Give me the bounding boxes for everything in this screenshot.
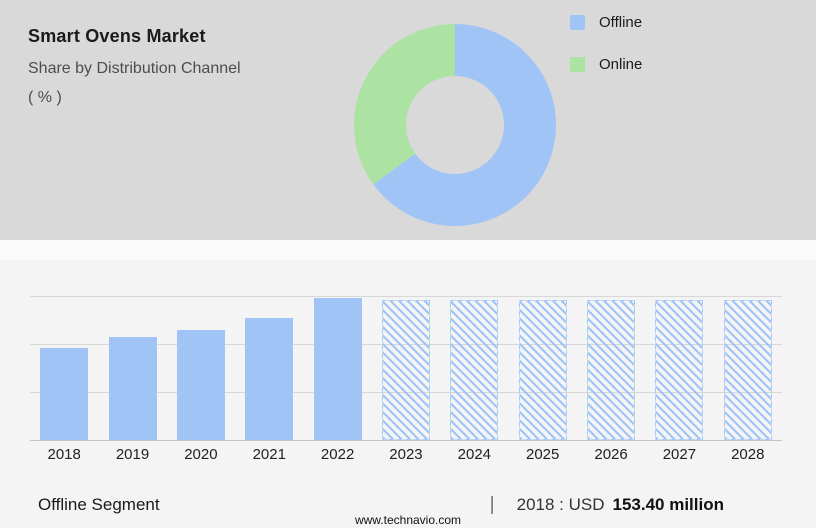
gridline	[30, 296, 782, 297]
x-tick-label-2021: 2021	[252, 446, 286, 463]
x-tick-label-2019: 2019	[115, 446, 150, 463]
bar-2018	[40, 347, 89, 440]
donut-hole	[406, 76, 504, 174]
bar-column-2018	[30, 296, 98, 440]
x-tick-label-2018: 2018	[47, 446, 81, 463]
bar-2023	[381, 300, 430, 440]
bar-column-2028	[714, 296, 782, 440]
bar-column-2026	[577, 296, 645, 440]
bar-column-2027	[645, 296, 713, 440]
x-tick-label-2025: 2025	[526, 446, 560, 463]
x-tick-label-2028: 2028	[731, 446, 765, 463]
bar-2021	[245, 318, 294, 440]
x-axis-labels: 2018 2019 2020 2021 2022 2023 2024 2025 2026 2027…	[30, 446, 782, 463]
bar-2025	[518, 300, 567, 440]
legend-item-online: Online	[570, 56, 642, 73]
bar-column-2025	[509, 296, 577, 440]
donut-chart	[354, 24, 556, 226]
bar-2028	[723, 300, 772, 440]
x-tick-label-2024: 2024	[457, 446, 492, 463]
offline-swatch-icon	[570, 15, 585, 30]
page-title: Smart Ovens Market	[28, 26, 206, 46]
value-annotation: | 2018 : USD 153.40 million	[490, 494, 724, 516]
bar-2022	[313, 297, 362, 440]
bar-2020	[176, 330, 225, 440]
x-tick-label-2020: 2020	[184, 446, 218, 463]
chart-unit-label: ( % )	[28, 89, 62, 106]
legend-item-offline: Offline	[570, 14, 642, 31]
x-tick-label-2027: 2027	[662, 446, 697, 463]
legend: Offline Online	[570, 14, 642, 98]
legend-label-offline: Offline	[599, 14, 643, 31]
bar-2027	[655, 300, 704, 440]
website-url: www.technavio.com	[354, 513, 462, 527]
bar-series	[30, 296, 782, 440]
online-swatch-icon	[570, 57, 585, 72]
bar-column-2023	[372, 296, 440, 440]
annotation-value: 153.40 million	[612, 495, 725, 514]
bar-2024	[450, 300, 499, 440]
bar-2026	[587, 300, 636, 440]
bar-column-2024	[440, 296, 508, 440]
segment-label: Offline Segment	[38, 495, 160, 514]
bar-column-2020	[167, 296, 235, 440]
chart-subtitle: Share by Distribution Channel	[28, 60, 241, 77]
bar-column-2021	[235, 296, 303, 440]
bar-2019	[108, 336, 157, 440]
x-tick-label-2023: 2023	[389, 446, 423, 463]
panel-divider	[0, 240, 816, 260]
x-tick-label-2026: 2026	[594, 446, 628, 463]
footer-annotation-row: Offline Segment | 2018 : USD 153.40 mill…	[38, 494, 724, 516]
legend-label-online: Online	[599, 56, 643, 73]
bar-column-2019	[98, 296, 166, 440]
title-block: Smart Ovens Market Share by Distribution…	[28, 26, 241, 107]
bar-column-2022	[303, 296, 371, 440]
annotation-prefix: 2018 : USD	[516, 495, 605, 514]
header-panel: Smart Ovens Market Share by Distribution…	[0, 0, 816, 240]
x-tick-label-2022: 2022	[320, 446, 355, 463]
separator-bar: |	[489, 494, 495, 515]
x-axis-line	[30, 440, 782, 441]
bar-chart-plot-area	[30, 296, 782, 441]
